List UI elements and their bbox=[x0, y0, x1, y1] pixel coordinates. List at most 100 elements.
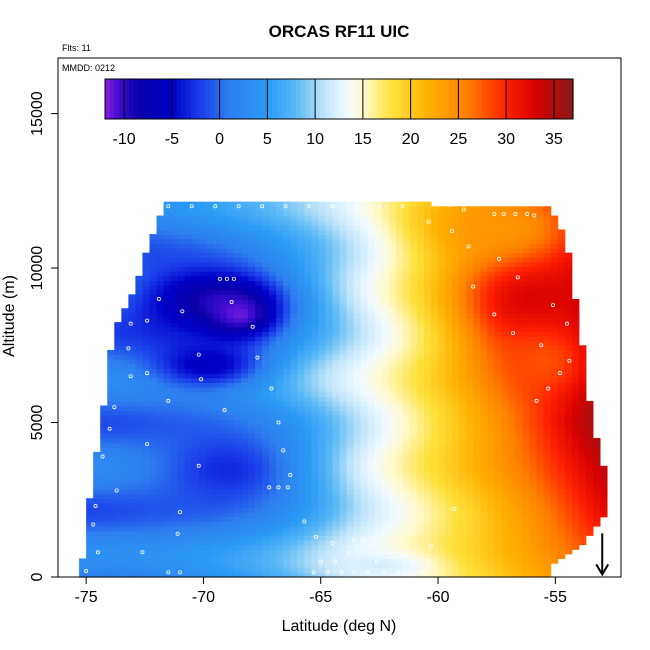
heatmap-cell bbox=[114, 437, 122, 444]
heatmap-cell bbox=[557, 424, 566, 430]
heatmap-cell bbox=[522, 280, 531, 286]
heatmap-cell bbox=[381, 261, 390, 268]
heatmap-cell bbox=[269, 558, 277, 564]
heatmap-cell bbox=[212, 526, 221, 532]
heatmap-cell bbox=[311, 359, 319, 365]
heatmap-cell bbox=[564, 479, 573, 485]
heatmap-cell bbox=[423, 298, 432, 305]
heatmap-cell bbox=[438, 261, 446, 268]
heatmap-cell bbox=[480, 349, 488, 356]
heatmap-cell bbox=[212, 345, 221, 351]
heatmap-cell bbox=[170, 266, 179, 272]
heatmap-cell bbox=[522, 400, 531, 407]
heatmap-cell bbox=[149, 526, 158, 532]
heatmap-cell bbox=[128, 475, 137, 481]
heatmap-cell bbox=[543, 498, 552, 504]
heatmap-cell bbox=[459, 563, 467, 569]
heatmap-cell bbox=[367, 382, 376, 388]
heatmap-cell bbox=[430, 298, 439, 305]
heatmap-cell bbox=[107, 359, 115, 365]
heatmap-cell bbox=[170, 247, 179, 254]
heatmap-cell bbox=[156, 498, 165, 504]
heatmap-cell bbox=[346, 428, 355, 434]
heatmap-cell bbox=[466, 572, 474, 578]
heatmap-cell bbox=[297, 493, 305, 499]
heatmap-cell bbox=[184, 275, 193, 282]
heatmap-cell bbox=[564, 368, 573, 374]
heatmap-cell bbox=[240, 437, 249, 444]
heatmap-cell bbox=[487, 572, 495, 578]
heatmap-cell bbox=[226, 349, 235, 356]
heatmap-cell bbox=[487, 428, 495, 434]
heatmap-cell bbox=[550, 424, 559, 430]
heatmap-cell bbox=[374, 502, 383, 509]
heatmap-cell bbox=[149, 539, 158, 546]
heatmap-cell bbox=[276, 549, 284, 555]
heatmap-cell bbox=[248, 521, 256, 527]
heatmap-cell bbox=[430, 391, 439, 397]
heatmap-cell bbox=[212, 437, 221, 444]
heatmap-cell bbox=[346, 252, 355, 258]
heatmap-cell bbox=[543, 507, 552, 513]
heatmap-cell bbox=[339, 285, 348, 291]
heatmap-cell bbox=[198, 507, 207, 513]
heatmap-cell bbox=[149, 391, 158, 397]
heatmap-cell bbox=[381, 266, 390, 272]
heatmap-cell bbox=[128, 567, 137, 573]
heatmap-cell bbox=[297, 238, 305, 244]
heatmap-cell bbox=[374, 488, 383, 495]
heatmap-cell bbox=[212, 535, 221, 541]
heatmap-cell bbox=[395, 447, 404, 453]
heatmap-cell bbox=[121, 539, 129, 546]
heatmap-cell bbox=[445, 502, 453, 509]
heatmap-cell bbox=[100, 512, 108, 518]
heatmap-cell bbox=[170, 354, 179, 360]
heatmap-cell bbox=[564, 349, 573, 356]
heatmap-cell bbox=[163, 382, 172, 388]
heatmap-cell bbox=[374, 238, 383, 244]
heatmap-cell bbox=[578, 354, 587, 360]
heatmap-cell bbox=[494, 243, 502, 249]
heatmap-cell bbox=[423, 410, 432, 416]
heatmap-cell bbox=[466, 414, 474, 421]
heatmap-cell bbox=[170, 396, 179, 402]
heatmap-cell bbox=[114, 475, 122, 481]
heatmap-cell bbox=[114, 484, 122, 490]
heatmap-cell bbox=[585, 507, 594, 513]
heatmap-cell bbox=[402, 437, 411, 444]
heatmap-cell bbox=[212, 447, 221, 453]
heatmap-cell bbox=[212, 349, 221, 356]
heatmap-cell bbox=[128, 294, 137, 300]
heatmap-cell bbox=[219, 549, 228, 555]
heatmap-cell bbox=[248, 387, 256, 393]
heatmap-cell bbox=[318, 359, 327, 365]
heatmap-cell bbox=[487, 530, 495, 536]
heatmap-cell bbox=[416, 433, 425, 439]
heatmap-cell bbox=[283, 405, 291, 411]
heatmap-cell bbox=[452, 280, 460, 286]
heatmap-cell bbox=[536, 294, 545, 300]
heatmap-cell bbox=[402, 308, 411, 314]
heatmap-cell bbox=[564, 275, 573, 282]
heatmap-cell bbox=[571, 539, 580, 546]
heatmap-cell bbox=[459, 322, 467, 328]
heatmap-cell bbox=[276, 400, 284, 407]
heatmap-cell bbox=[501, 257, 509, 263]
heatmap-cell bbox=[205, 396, 214, 402]
heatmap-cell bbox=[212, 498, 221, 504]
heatmap-cell bbox=[219, 298, 228, 305]
heatmap-cell bbox=[233, 414, 242, 421]
heatmap-cell bbox=[445, 484, 453, 490]
heatmap-cell bbox=[177, 475, 186, 481]
heatmap-cell bbox=[269, 294, 277, 300]
heatmap-cell bbox=[578, 387, 587, 393]
heatmap-cell bbox=[219, 470, 228, 476]
heatmap-cell bbox=[226, 414, 235, 421]
heatmap-cell bbox=[205, 470, 214, 476]
heatmap-cell bbox=[388, 563, 397, 569]
heatmap-cell bbox=[438, 456, 446, 462]
heatmap-cell bbox=[248, 247, 256, 254]
heatmap-cell bbox=[269, 373, 277, 379]
heatmap-cell bbox=[353, 567, 362, 573]
heatmap-cell bbox=[508, 298, 517, 305]
